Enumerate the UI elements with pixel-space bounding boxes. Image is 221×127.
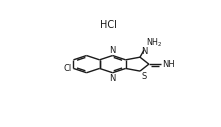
Text: N: N — [141, 47, 147, 56]
Text: NH: NH — [162, 60, 175, 69]
Text: N: N — [109, 74, 116, 83]
Text: Cl: Cl — [63, 64, 72, 73]
Text: HCl: HCl — [100, 20, 116, 30]
Text: N: N — [109, 46, 116, 55]
Text: S: S — [141, 72, 147, 81]
Text: NH$_2$: NH$_2$ — [146, 37, 162, 50]
